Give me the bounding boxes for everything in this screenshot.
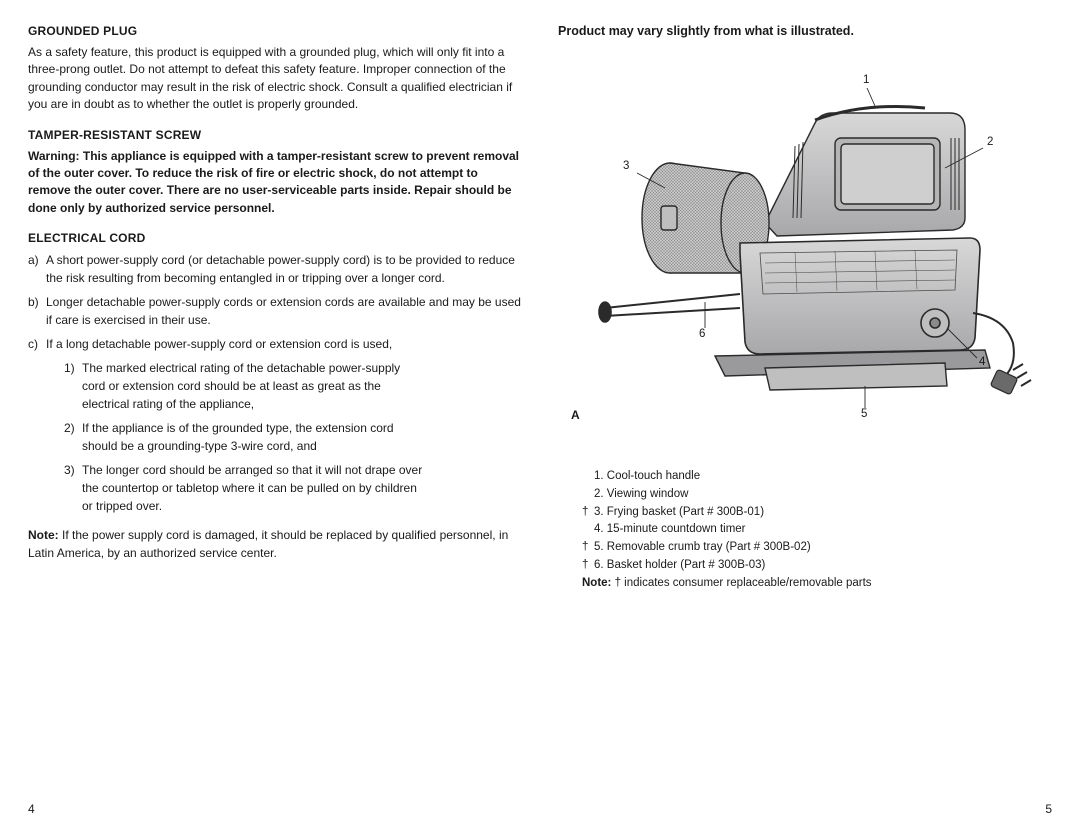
figure-label: A: [571, 408, 580, 422]
callout-1: 1: [863, 74, 869, 86]
list-item: c) If a long detachable power-supply cor…: [28, 335, 522, 521]
list-item: †5. Removable crumb tray (Part # 300B-02…: [582, 539, 1052, 557]
page-number-right: 5: [1045, 802, 1052, 816]
list-item: 4. 15-minute countdown timer: [582, 521, 1052, 539]
parts-list: 1. Cool-touch handle 2. Viewing window †…: [582, 468, 1052, 575]
list-item: 1) The marked electrical rating of the d…: [46, 359, 426, 413]
list-item: †6. Basket holder (Part # 300B-03): [582, 557, 1052, 575]
top-note: Product may vary slightly from what is i…: [558, 24, 1052, 38]
text-tamper-warning: Warning: This appliance is equipped with…: [28, 148, 522, 218]
heading-cord: ELECTRICAL CORD: [28, 231, 522, 245]
page-left: GROUNDED PLUG As a safety feature, this …: [0, 0, 540, 834]
callout-4: 4: [979, 356, 985, 368]
list-item: 3) The longer cord should be arranged so…: [46, 461, 426, 515]
page-right: Product may vary slightly from what is i…: [540, 0, 1080, 834]
list-cord: a) A short power-supply cord (or detacha…: [28, 251, 522, 521]
heading-grounded: GROUNDED PLUG: [28, 24, 522, 38]
list-cord-sub: 1) The marked electrical rating of the d…: [46, 359, 522, 515]
list-item: 1. Cool-touch handle: [582, 468, 1052, 486]
list-item: 2) If the appliance is of the grounded t…: [46, 419, 426, 455]
heading-tamper: TAMPER-RESISTANT SCREW: [28, 128, 522, 142]
list-item: 2. Viewing window: [582, 486, 1052, 504]
product-diagram: 1 2 3 4 5 6 A: [565, 68, 1045, 428]
callout-6: 6: [699, 328, 705, 340]
parts-note: Note: † indicates consumer replaceable/r…: [582, 577, 1052, 589]
list-item: a) A short power-supply cord (or detacha…: [28, 251, 522, 287]
callout-5: 5: [861, 408, 867, 420]
note-cord: Note: If the power supply cord is damage…: [28, 527, 522, 562]
callout-3: 3: [623, 160, 629, 172]
callout-2: 2: [987, 136, 993, 148]
diagram-svg: [565, 68, 1045, 428]
page-number-left: 4: [28, 802, 35, 816]
list-item: †3. Frying basket (Part # 300B-01): [582, 504, 1052, 522]
list-item: b) Longer detachable power-supply cords …: [28, 293, 522, 329]
text-grounded: As a safety feature, this product is equ…: [28, 44, 522, 114]
